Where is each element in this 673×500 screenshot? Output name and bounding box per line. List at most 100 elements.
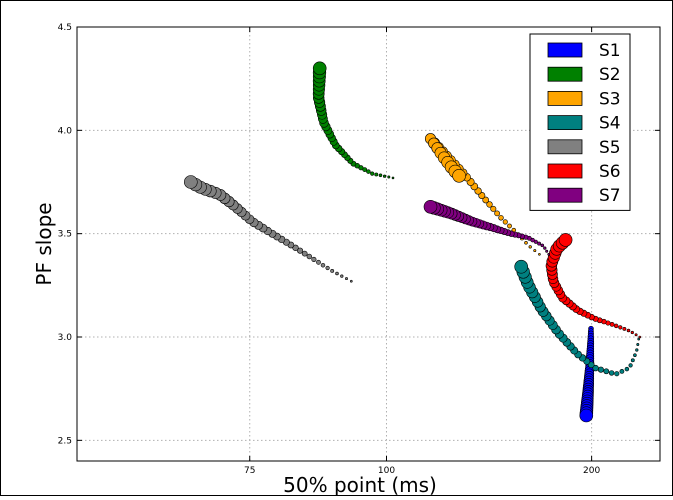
- data-point-S7: [543, 246, 547, 250]
- legend-swatch-S5: [547, 139, 583, 155]
- axis-ticks: 75 100 200 2.5 3.0 3.5 4.0 4.5: [58, 23, 660, 476]
- legend-label-S2: S2: [599, 65, 621, 85]
- data-point-S3: [507, 223, 512, 229]
- legend: S1 S2 S3 S4 S5 S6 S7: [529, 33, 631, 211]
- data-point-S4: [637, 337, 641, 341]
- data-point-S2: [312, 61, 327, 76]
- data-point-S1: [579, 408, 594, 423]
- data-point-S3: [482, 196, 490, 204]
- data-point-S3: [524, 241, 528, 245]
- data-point-S3: [502, 219, 508, 225]
- data-point-S2: [382, 174, 387, 178]
- data-point-S4: [630, 358, 635, 363]
- data-point-S3: [538, 253, 541, 256]
- data-point-S6: [638, 335, 642, 339]
- data-point-S4: [614, 371, 620, 377]
- data-point-S7: [540, 243, 545, 248]
- plot-area: [76, 26, 661, 462]
- series-S1: [579, 325, 595, 423]
- series-S3: [424, 133, 541, 256]
- data-point-S7: [545, 249, 549, 253]
- legend-label-S4: S4: [599, 114, 621, 134]
- legend-label-S3: S3: [599, 89, 621, 109]
- legend-label-S5: S5: [599, 138, 621, 158]
- data-point-S3: [533, 249, 537, 253]
- legend-swatch-S3: [547, 91, 583, 106]
- legend-label-S6: S6: [599, 162, 621, 182]
- legend-swatch-S2: [547, 66, 583, 82]
- data-point-S7: [423, 200, 438, 214]
- series-S4: [514, 259, 641, 377]
- data-point-S3: [498, 215, 504, 221]
- data-point-S4: [597, 366, 604, 373]
- data-point-S2: [370, 171, 375, 176]
- data-point-S6: [609, 321, 615, 327]
- series-S5: [184, 175, 353, 283]
- data-point-S4: [514, 259, 529, 274]
- data-point-S5: [330, 268, 335, 273]
- data-point-S6: [630, 330, 634, 335]
- data-point-S2: [374, 172, 379, 177]
- data-point-S5: [349, 279, 353, 283]
- legend-swatch-S4: [547, 115, 583, 130]
- data-point-S3: [452, 169, 466, 183]
- series-S2: [312, 61, 395, 180]
- data-point-S5: [345, 277, 348, 281]
- y-tick-label: 4.5: [58, 23, 72, 33]
- data-point-S5: [306, 253, 313, 260]
- series-S7: [423, 200, 551, 256]
- data-point-S4: [633, 353, 637, 357]
- legend-swatch-S7: [547, 187, 583, 203]
- data-point-S2: [378, 173, 383, 178]
- data-point-S6: [626, 328, 631, 333]
- data-point-S5: [320, 262, 326, 268]
- data-point-S4: [636, 343, 640, 346]
- y-tick-label: 3.5: [58, 230, 72, 240]
- data-point-S5: [184, 175, 198, 189]
- x-tick-label: 75: [244, 466, 255, 476]
- data-point-S2: [387, 175, 391, 179]
- y-axis-label: PF slope: [32, 202, 56, 285]
- legend-label-S1: S1: [599, 41, 621, 61]
- x-tick-label: 200: [583, 466, 600, 476]
- data-point-S6: [622, 326, 627, 331]
- y-tick-label: 2.5: [58, 436, 72, 446]
- legend-label-S7: S7: [599, 186, 621, 206]
- data-point-S5: [340, 274, 344, 278]
- data-point-S5: [325, 265, 330, 271]
- series-S6: [545, 233, 642, 339]
- data-point-S3: [486, 201, 493, 208]
- data-point-S5: [311, 256, 317, 262]
- data-point-S4: [635, 348, 639, 352]
- x-tick-label: 100: [378, 466, 395, 476]
- data-point-S4: [592, 364, 599, 372]
- legend-swatch-S1: [547, 42, 583, 58]
- data-point-S6: [618, 325, 623, 330]
- data-point-S5: [301, 250, 308, 257]
- y-tick-label: 3.0: [58, 333, 73, 343]
- y-tick-label: 4.0: [58, 126, 73, 136]
- data-point-S4: [608, 370, 615, 376]
- data-point-S7: [547, 253, 551, 256]
- data-point-S4: [619, 368, 625, 374]
- series-layer: [184, 61, 642, 423]
- x-axis-label: 50% point (ms): [283, 473, 437, 496]
- data-point-S2: [391, 176, 395, 180]
- data-point-S4: [628, 363, 633, 368]
- data-point-S3: [528, 245, 532, 249]
- data-point-S7: [537, 241, 542, 246]
- data-point-S6: [558, 233, 573, 247]
- data-point-S4: [603, 368, 610, 375]
- data-point-S5: [316, 259, 321, 265]
- data-point-S4: [624, 366, 630, 372]
- data-point-S5: [335, 271, 339, 276]
- data-point-S3: [490, 205, 497, 212]
- legend-swatch-S6: [547, 163, 583, 179]
- data-point-S2: [366, 169, 371, 174]
- data-point-S5: [297, 247, 304, 254]
- data-point-S3: [494, 210, 500, 217]
- data-point-S6: [634, 333, 638, 337]
- data-point-S6: [613, 323, 619, 329]
